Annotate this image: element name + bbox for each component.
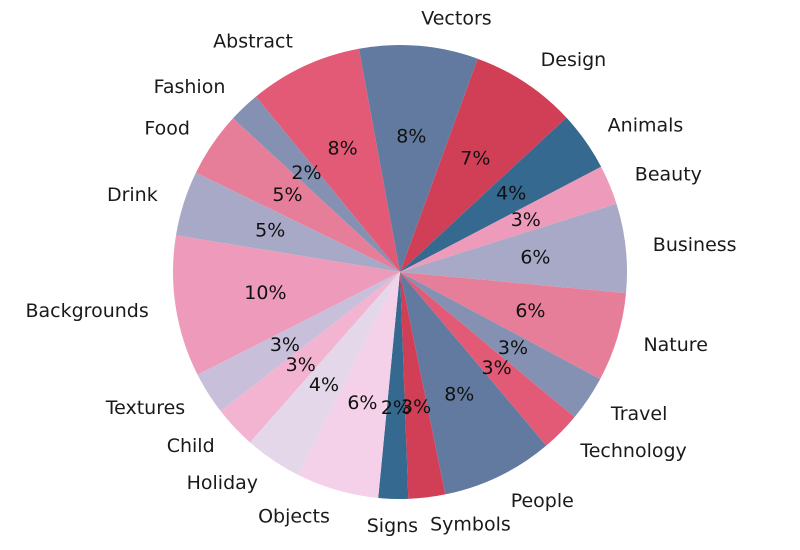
- percent-label-textures: 3%: [270, 334, 300, 356]
- percent-label-backgrounds: 10%: [244, 282, 286, 304]
- pie-slice-technology: [400, 272, 575, 446]
- category-label-technology: Technology: [579, 440, 686, 462]
- category-label-nature: Nature: [643, 334, 707, 356]
- pie-slice-beauty: [400, 166, 617, 272]
- percent-label-people: 8%: [444, 384, 474, 406]
- pie-slice-backgrounds: [173, 235, 400, 375]
- percent-label-child: 3%: [286, 354, 316, 376]
- percent-label-travel: 3%: [498, 337, 528, 359]
- pie-slice-symbols: [400, 272, 446, 499]
- percent-label-animals: 4%: [496, 182, 526, 204]
- percent-label-design: 7%: [460, 148, 490, 170]
- category-label-design: Design: [541, 49, 607, 71]
- percent-label-beauty: 3%: [511, 209, 541, 231]
- pie-slice-people: [400, 272, 547, 495]
- category-label-textures: Textures: [105, 397, 185, 419]
- percent-label-business: 6%: [520, 247, 550, 269]
- category-label-people: People: [511, 490, 574, 512]
- pie-slice-vectors: [358, 45, 478, 273]
- pie-slice-business: [400, 203, 627, 294]
- pie-slice-holiday: [249, 272, 400, 476]
- category-label-fashion: Fashion: [154, 76, 226, 98]
- category-label-symbols: Symbols: [430, 513, 511, 535]
- percent-label-fashion: 2%: [291, 162, 321, 184]
- pie-slice-objects: [298, 272, 400, 498]
- pie-slice-child: [220, 272, 400, 443]
- percent-label-signs: 2%: [381, 397, 411, 419]
- pie-slice-textures: [197, 272, 400, 412]
- pie-slice-fashion: [233, 96, 400, 272]
- category-label-business: Business: [653, 234, 737, 256]
- percent-label-objects: 6%: [347, 392, 377, 414]
- category-label-holiday: Holiday: [187, 472, 258, 494]
- category-label-drink: Drink: [107, 184, 158, 206]
- percent-label-drink: 5%: [255, 220, 285, 242]
- percent-label-symbols: 3%: [401, 396, 431, 418]
- pie-slice-animals: [400, 117, 602, 272]
- percent-label-nature: 6%: [515, 300, 545, 322]
- category-label-child: Child: [167, 435, 215, 457]
- pie-slices: [173, 45, 627, 499]
- category-label-beauty: Beauty: [635, 163, 702, 185]
- percent-label-food: 5%: [272, 184, 302, 206]
- category-label-signs: Signs: [367, 515, 418, 537]
- pie-slice-nature: [400, 272, 627, 380]
- percent-label-abstract: 8%: [328, 137, 358, 159]
- category-labels: Design Animals Beauty Business Nature Travel T…: [25, 8, 736, 537]
- pie-slice-signs: [378, 272, 409, 499]
- pie-slice-abstract: [255, 48, 400, 273]
- pie-slice-food: [195, 118, 400, 272]
- percent-label-holiday: 4%: [309, 374, 339, 396]
- pie-slice-drink: [175, 172, 400, 272]
- percent-labels: 7%4%3%6%6%3%3%8%3%2%6%4%3%3%10%5%5%2%8%8…: [244, 125, 550, 419]
- category-label-backgrounds: Backgrounds: [25, 300, 148, 322]
- category-label-food: Food: [144, 118, 190, 140]
- category-label-objects: Objects: [258, 505, 330, 527]
- category-label-animals: Animals: [608, 114, 684, 136]
- category-label-abstract: Abstract: [213, 30, 293, 52]
- pie-slice-design: [400, 58, 567, 272]
- category-label-vectors: Vectors: [421, 8, 491, 30]
- category-label-travel: Travel: [610, 403, 667, 425]
- percent-label-technology: 3%: [482, 357, 512, 379]
- percent-label-vectors: 8%: [396, 125, 426, 147]
- pie-slice-travel: [400, 272, 601, 418]
